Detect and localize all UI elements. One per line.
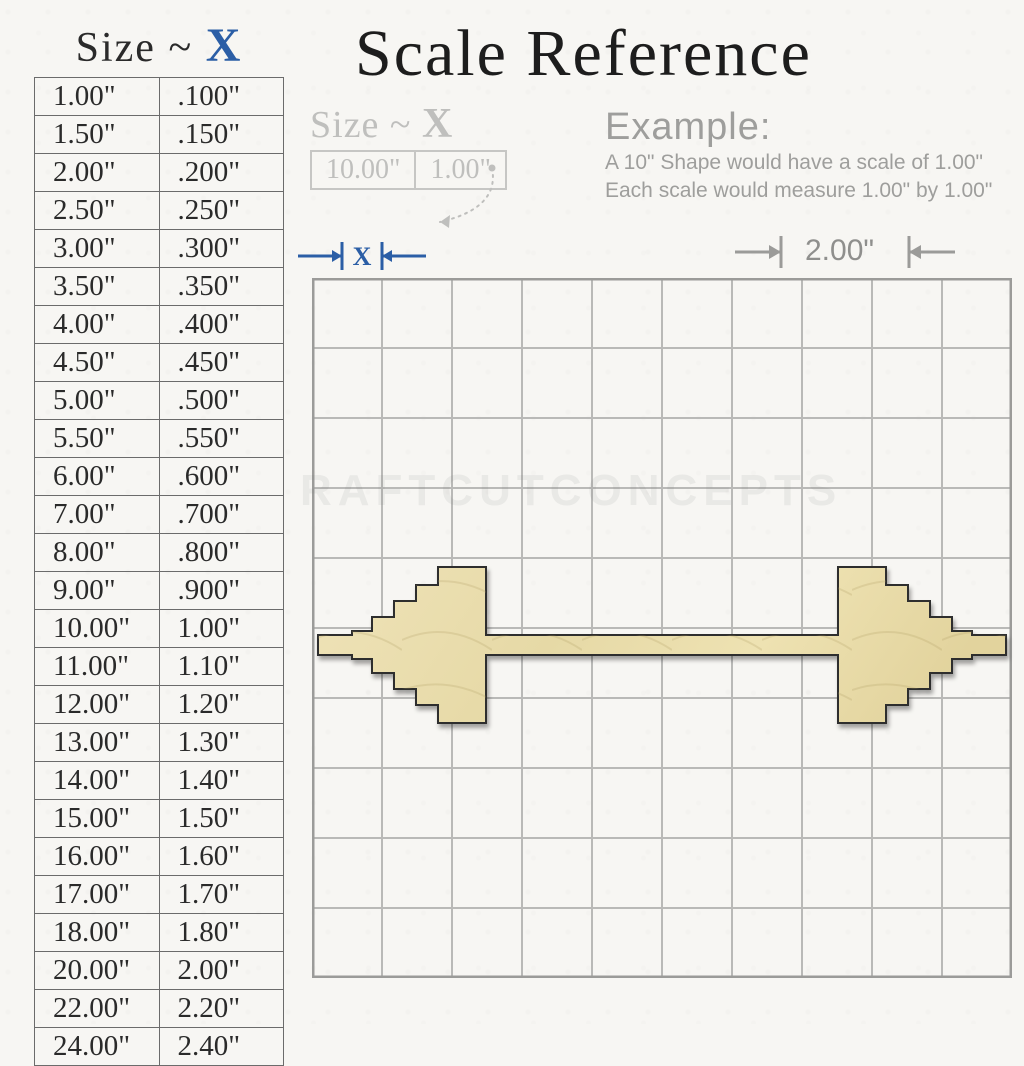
scale-cell: 1.70"	[159, 876, 284, 914]
table-row: 15.00"1.50"	[35, 800, 284, 838]
scale-cell: .600"	[159, 458, 284, 496]
mini-size-prefix: Size ~	[310, 104, 422, 146]
size-cell: 14.00"	[35, 762, 160, 800]
mini-size-x: X	[422, 101, 453, 147]
mini-size-box: Size ~ X 10.00" 1.00"	[310, 100, 507, 190]
example-line-1: A 10" Shape would have a scale of 1.00"	[605, 149, 992, 177]
table-row: 20.00"2.00"	[35, 952, 284, 990]
table-row: 22.00"2.20"	[35, 990, 284, 1028]
scale-cell: .500"	[159, 382, 284, 420]
example-title: Example:	[605, 106, 992, 149]
table-row: 6.00".600"	[35, 458, 284, 496]
size-cell: 1.00"	[35, 78, 160, 116]
table-row: 4.50".450"	[35, 344, 284, 382]
size-cell: 10.00"	[35, 610, 160, 648]
table-row: 5.00".500"	[35, 382, 284, 420]
size-cell: 2.00"	[35, 154, 160, 192]
size-cell: 5.50"	[35, 420, 160, 458]
x-dimension-marker: X	[304, 234, 424, 274]
table-row: 3.50".350"	[35, 268, 284, 306]
x-marker-label: X	[353, 242, 372, 271]
table-row: 24.00"2.40"	[35, 1028, 284, 1066]
scale-cell: .900"	[159, 572, 284, 610]
size-cell: 20.00"	[35, 952, 160, 990]
barbell-shape	[312, 560, 1012, 730]
table-row: 18.00"1.80"	[35, 914, 284, 952]
watermark-text: RAFTCUTCONCEPTS	[300, 466, 842, 516]
scale-cell: 1.60"	[159, 838, 284, 876]
table-row: 2.50".250"	[35, 192, 284, 230]
scale-cell: 1.50"	[159, 800, 284, 838]
size-cell: 3.00"	[35, 230, 160, 268]
size-table: 1.00".100"1.50".150"2.00".200"2.50".250"…	[34, 77, 284, 1066]
table-row: 5.50".550"	[35, 420, 284, 458]
dotted-arrow-icon	[430, 158, 550, 228]
scale-cell: 1.80"	[159, 914, 284, 952]
two-inch-label: 2.00"	[805, 234, 874, 268]
scale-cell: 1.00"	[159, 610, 284, 648]
table-row: 14.00"1.40"	[35, 762, 284, 800]
size-cell: 1.50"	[35, 116, 160, 154]
size-table-header: Size ~ X	[34, 18, 284, 77]
scale-cell: .450"	[159, 344, 284, 382]
scale-cell: .150"	[159, 116, 284, 154]
size-cell: 24.00"	[35, 1028, 160, 1066]
size-cell: 8.00"	[35, 534, 160, 572]
size-cell: 4.00"	[35, 306, 160, 344]
table-row: 7.00".700"	[35, 496, 284, 534]
table-row: 12.00"1.20"	[35, 686, 284, 724]
table-row: 3.00".300"	[35, 230, 284, 268]
size-cell: 6.00"	[35, 458, 160, 496]
size-table-header-x: X	[206, 19, 243, 72]
table-row: 4.00".400"	[35, 306, 284, 344]
mini-cell-size: 10.00"	[311, 151, 415, 189]
scale-cell: .100"	[159, 78, 284, 116]
table-row: 9.00".900"	[35, 572, 284, 610]
two-inch-marker: 2.00"	[745, 230, 945, 270]
size-table-header-prefix: Size ~	[76, 25, 206, 71]
size-cell: 18.00"	[35, 914, 160, 952]
scale-cell: .800"	[159, 534, 284, 572]
table-row: 17.00"1.70"	[35, 876, 284, 914]
scale-cell: 2.20"	[159, 990, 284, 1028]
size-cell: 13.00"	[35, 724, 160, 762]
table-row: 1.50".150"	[35, 116, 284, 154]
scale-cell: .550"	[159, 420, 284, 458]
size-table-container: Size ~ X 1.00".100"1.50".150"2.00".200"2…	[34, 18, 284, 1066]
table-row: 11.00"1.10"	[35, 648, 284, 686]
size-cell: 5.00"	[35, 382, 160, 420]
size-cell: 17.00"	[35, 876, 160, 914]
example-line-2: Each scale would measure 1.00" by 1.00"	[605, 177, 992, 205]
size-cell: 22.00"	[35, 990, 160, 1028]
scale-cell: 1.20"	[159, 686, 284, 724]
scale-cell: 2.40"	[159, 1028, 284, 1066]
scale-cell: 2.00"	[159, 952, 284, 990]
scale-cell: .300"	[159, 230, 284, 268]
scale-cell: .200"	[159, 154, 284, 192]
scale-cell: 1.10"	[159, 648, 284, 686]
table-row: 13.00"1.30"	[35, 724, 284, 762]
table-row: 1.00".100"	[35, 78, 284, 116]
scale-cell: .350"	[159, 268, 284, 306]
scale-cell: 1.30"	[159, 724, 284, 762]
size-cell: 3.50"	[35, 268, 160, 306]
table-row: 8.00".800"	[35, 534, 284, 572]
size-cell: 7.00"	[35, 496, 160, 534]
scale-cell: .400"	[159, 306, 284, 344]
size-cell: 16.00"	[35, 838, 160, 876]
size-cell: 4.50"	[35, 344, 160, 382]
size-cell: 9.00"	[35, 572, 160, 610]
table-row: 2.00".200"	[35, 154, 284, 192]
size-cell: 15.00"	[35, 800, 160, 838]
example-block: Example: A 10" Shape would have a scale …	[605, 106, 992, 206]
size-cell: 11.00"	[35, 648, 160, 686]
scale-cell: 1.40"	[159, 762, 284, 800]
page-title: Scale Reference	[355, 16, 812, 92]
table-row: 16.00"1.60"	[35, 838, 284, 876]
scale-cell: .250"	[159, 192, 284, 230]
size-cell: 2.50"	[35, 192, 160, 230]
scale-cell: .700"	[159, 496, 284, 534]
size-cell: 12.00"	[35, 686, 160, 724]
table-row: 10.00"1.00"	[35, 610, 284, 648]
